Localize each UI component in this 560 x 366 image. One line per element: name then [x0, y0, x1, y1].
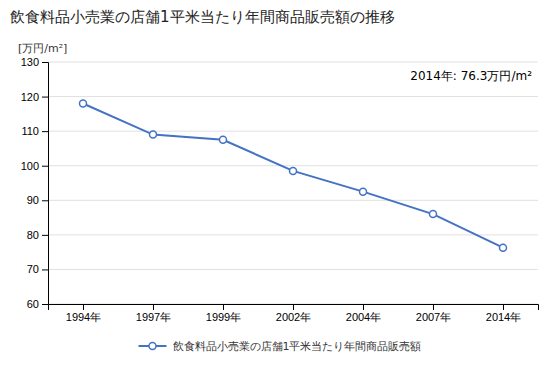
- legend-item: 飲食料品小売業の店舗1平米当たり年間商品販売額: [139, 340, 422, 353]
- y-tick-label: 120: [21, 91, 39, 103]
- x-tick: 2014年: [486, 304, 521, 323]
- y-tick-mark: [42, 200, 48, 201]
- y-tick-mark: [42, 235, 48, 236]
- y-axis-label: [万円/m²]: [18, 42, 67, 55]
- x-tick-label: 2007年: [416, 311, 451, 323]
- y-tick-label: 100: [21, 160, 39, 172]
- x-tick-mark: [433, 304, 434, 310]
- y-tick-label: 60: [27, 298, 39, 310]
- grid-line: [48, 62, 538, 63]
- legend-label: 飲食料品小売業の店舗1平米当たり年間商品販売額: [173, 340, 422, 353]
- data-point: [290, 167, 297, 174]
- y-tick-mark: [42, 62, 48, 63]
- y-tick-mark: [42, 166, 48, 167]
- x-tick-mark: [223, 304, 224, 310]
- grid-line: [48, 234, 538, 235]
- x-tick-label: 2014年: [486, 311, 521, 323]
- legend: 飲食料品小売業の店舗1平米当たり年間商品販売額: [139, 340, 422, 353]
- title: 飲食料品小売業の店舗1平米当たり年間商品販売額の推移: [10, 8, 395, 26]
- x-tick-label: 2004年: [346, 311, 381, 323]
- x-tick: 2004年: [346, 304, 381, 323]
- annotation: 2014年: 76.3万円/m²: [410, 69, 532, 83]
- y-axis-line: [42, 63, 49, 305]
- y-tick-label: 110: [21, 125, 39, 137]
- grid: [48, 62, 538, 304]
- x-tick-mark: [83, 304, 84, 310]
- x-tick-mark: [153, 304, 154, 310]
- y-tick-label: 90: [27, 194, 39, 206]
- grid-line: [48, 96, 538, 97]
- y-tick-label: 130: [21, 56, 39, 68]
- data-point: [360, 188, 367, 195]
- data-point: [80, 100, 87, 107]
- series-line: [83, 103, 503, 247]
- y-tick: 80: [27, 229, 48, 241]
- x-tick-mark: [363, 304, 364, 310]
- y-tick-label: 80: [27, 229, 39, 241]
- x-tick-label: 1997年: [136, 311, 171, 323]
- y-tick: 130: [21, 56, 48, 68]
- y-tick: 120: [21, 91, 48, 103]
- grid-line: [48, 165, 538, 166]
- x-tick: 2002年: [276, 304, 311, 323]
- chart: 飲食料品小売業の店舗1平米当たり年間商品販売額の推移[万円/m²]1994年19…: [0, 0, 560, 366]
- y-tick: 90: [27, 194, 48, 206]
- x-tick-label: 1999年: [206, 311, 241, 323]
- x-tick: 1997年: [136, 304, 171, 323]
- marks: [80, 100, 507, 251]
- x-tick-label: 2002年: [276, 311, 311, 323]
- y-tick-mark: [42, 304, 48, 305]
- x-tick-mark: [503, 304, 504, 310]
- x-axis: 1994年 1997年 1999年 2002年 2004年 2007年 2014年: [49, 304, 539, 323]
- y-tick-mark: [42, 131, 48, 132]
- x-tick: 1999年: [206, 304, 241, 323]
- x-tick: 1994年: [66, 304, 101, 323]
- data-point: [220, 136, 227, 143]
- y-tick-label: 70: [27, 263, 39, 275]
- y-tick-mark: [42, 269, 48, 270]
- x-tick-mark: [293, 304, 294, 310]
- x-tick-label: 1994年: [66, 311, 101, 323]
- data-point: [500, 244, 507, 251]
- y-tick: 110: [21, 125, 48, 137]
- plot-area: 1994年 1997年 1999年 2002年 2004年 2007年 2014年 60 70 8…: [21, 56, 539, 323]
- y-axis: 60 70 80 90 100 110 120 130: [21, 56, 49, 310]
- grid-line: [48, 131, 538, 132]
- grid-line: [48, 269, 538, 270]
- y-tick: 60: [27, 298, 48, 310]
- y-tick: 100: [21, 160, 48, 172]
- y-tick: 70: [27, 263, 48, 275]
- data-point: [430, 211, 437, 218]
- x-axis-line: [49, 305, 539, 311]
- legend-marker: [149, 343, 156, 350]
- data-point: [150, 131, 157, 138]
- grid-line: [48, 200, 538, 201]
- y-tick-mark: [42, 97, 48, 98]
- x-tick: 2007年: [416, 304, 451, 323]
